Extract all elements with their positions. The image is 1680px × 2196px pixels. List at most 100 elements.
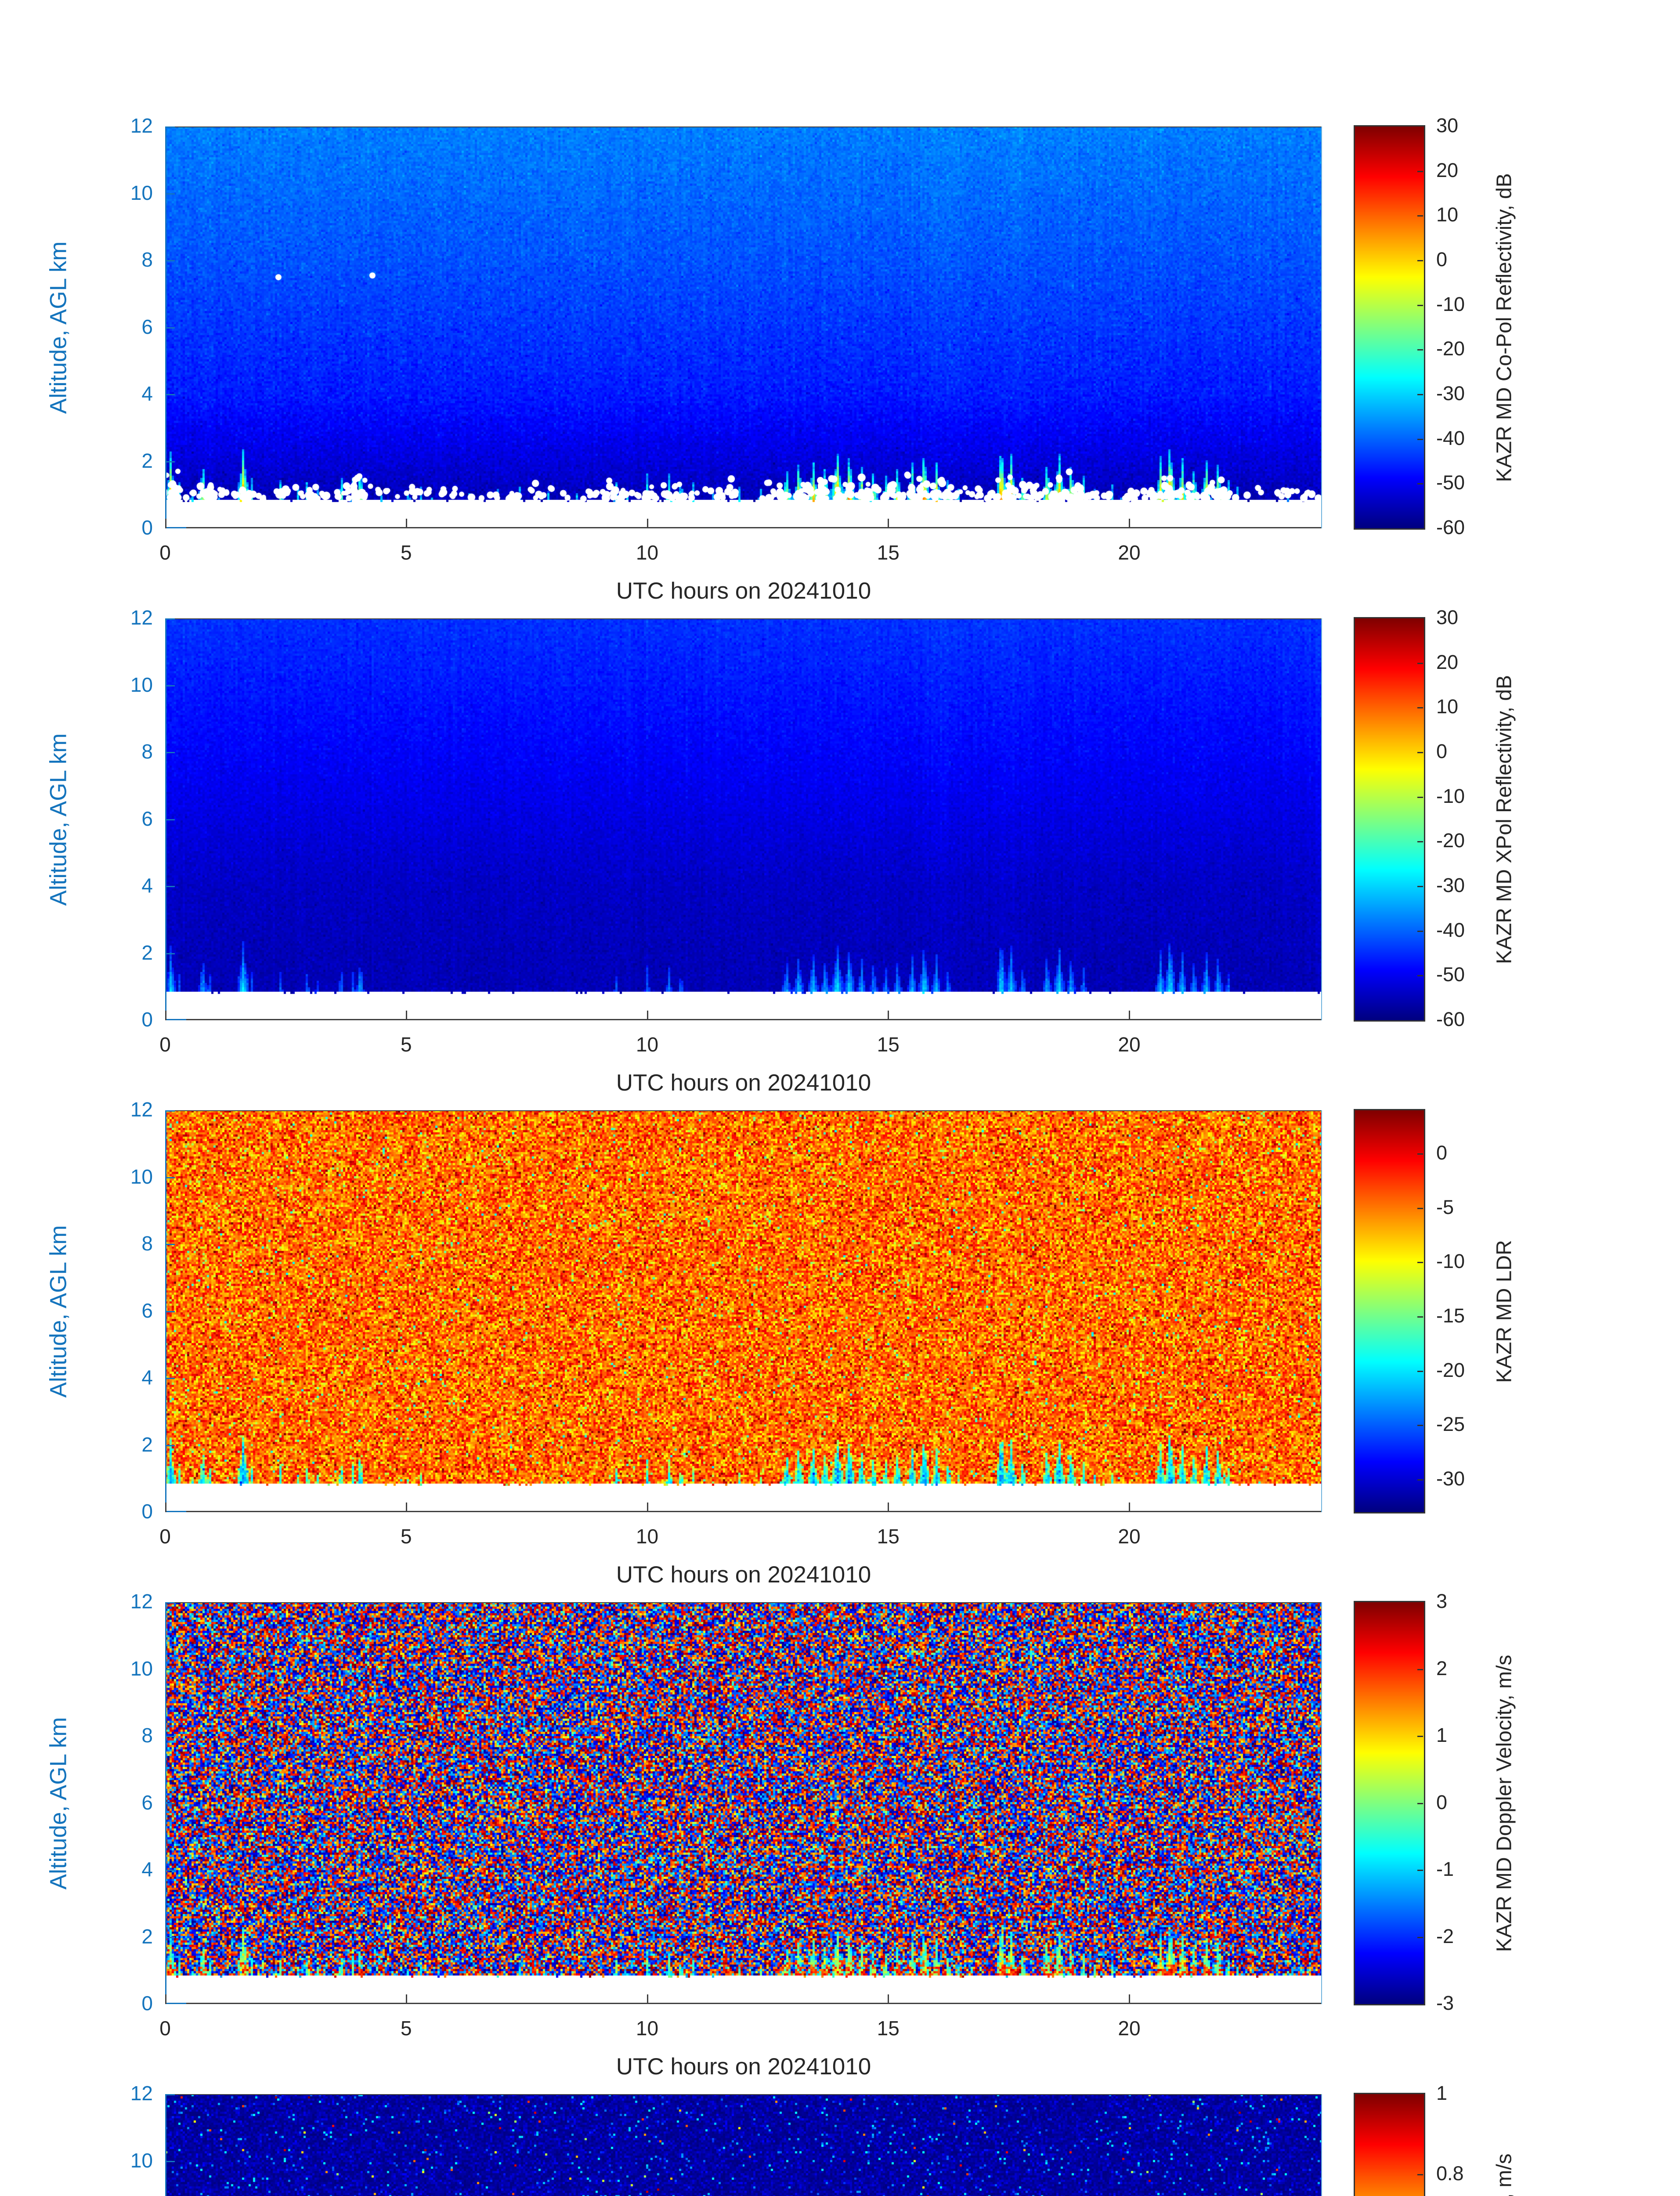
colorbar-tickmark xyxy=(1417,1316,1423,1318)
y-tick-label: 8 xyxy=(141,248,153,271)
colorbar-tickmark xyxy=(1417,394,1423,395)
colorbar-label-velocity: KAZR MD Doppler Velocity, m/s xyxy=(1492,1654,1516,1952)
x-tickmark xyxy=(165,1503,166,1512)
plot-right-spine xyxy=(1321,2094,1322,2196)
plot-top-spine xyxy=(165,618,1322,619)
y-tick-label: 6 xyxy=(141,1299,153,1322)
x-tickmark xyxy=(1129,519,1130,528)
y-tick-label: 4 xyxy=(141,1858,153,1881)
colorbar-tick-label: -2 xyxy=(1436,1925,1454,1947)
plot-right-spine xyxy=(1321,618,1322,1020)
plot-top-spine xyxy=(165,2094,1322,2095)
y-tickmark xyxy=(165,327,175,329)
x-tick-label: 20 xyxy=(1118,1525,1141,1548)
y-tick-label: 2 xyxy=(141,449,153,472)
x-tick-label: 20 xyxy=(1118,541,1141,564)
plot-area-velocity xyxy=(165,1602,1322,2004)
plot-right-spine xyxy=(1321,1110,1322,1512)
plot-right-spine xyxy=(1321,126,1322,528)
y-tickmark xyxy=(165,1870,175,1871)
y-tickmark xyxy=(165,1936,175,1938)
x-tick-label: 10 xyxy=(636,541,659,564)
x-tick-label: 10 xyxy=(636,1033,659,1056)
colorbar-tick-label: 0 xyxy=(1436,740,1448,763)
y-tick-label: 6 xyxy=(141,1791,153,1814)
x-tickmark xyxy=(165,1994,166,2004)
plot-area-xpol xyxy=(165,618,1322,1020)
axis-corner-segment xyxy=(165,2003,186,2004)
colorbar-tickmark xyxy=(1417,1262,1423,1264)
heatmap-canvas-specwidth xyxy=(165,2094,1322,2196)
colorbar-tickmark xyxy=(1417,215,1423,217)
colorbar-tick-label: -60 xyxy=(1436,1008,1465,1031)
y-tickmark xyxy=(165,1511,175,1512)
colorbar-tick-label: -20 xyxy=(1436,337,1465,360)
colorbar-tickmark xyxy=(1417,752,1423,753)
x-tick-label: 10 xyxy=(636,2017,659,2040)
colorbar-tickmark xyxy=(1417,886,1423,887)
x-axis-label: UTC hours on 20241010 xyxy=(616,2054,871,2080)
axis-corner-segment xyxy=(165,1019,186,1020)
colorbar-tickmark xyxy=(1417,1425,1423,1427)
y-tick-label: 4 xyxy=(141,1366,153,1389)
y-tick-label: 0 xyxy=(141,1500,153,1523)
colorbar-tickmark xyxy=(1417,796,1423,798)
colorbar-tickmark xyxy=(1417,2174,1423,2175)
x-tick-label: 10 xyxy=(636,1525,659,1548)
y-tick-label: 2 xyxy=(141,1925,153,1948)
x-tick-label: 20 xyxy=(1118,1033,1141,1056)
colorbar-tick-label: -30 xyxy=(1436,1467,1465,1490)
y-tickmark xyxy=(165,2003,175,2004)
x-tick-label: 5 xyxy=(400,1033,412,1056)
x-tickmark xyxy=(888,1011,889,1020)
y-tickmark xyxy=(165,1736,175,1737)
plot-left-spine xyxy=(165,2094,166,2196)
x-axis-label: UTC hours on 20241010 xyxy=(616,1562,871,1588)
y-tick-label: 12 xyxy=(130,1590,153,1613)
y-tick-label: 6 xyxy=(141,315,153,338)
colorbar-canvas-velocity xyxy=(1355,1602,1424,2004)
colorbar-canvas-copol xyxy=(1355,126,1424,528)
x-tickmark xyxy=(888,519,889,528)
plot-top-spine xyxy=(165,126,1322,127)
y-tick-label: 10 xyxy=(130,1165,153,1188)
colorbar-tickmark xyxy=(1417,1207,1423,1209)
colorbar-tick-label: -10 xyxy=(1436,1250,1465,1273)
colorbar-tickmark xyxy=(1417,662,1423,664)
y-tickmark xyxy=(165,886,175,887)
plot-area-copol xyxy=(165,126,1322,528)
colorbar-tick-label: -20 xyxy=(1436,829,1465,852)
x-tick-label: 15 xyxy=(877,2017,900,2040)
colorbar-tick-label: 20 xyxy=(1436,159,1459,181)
y-tickmark xyxy=(165,126,175,128)
y-tickmark xyxy=(165,1602,175,1604)
colorbar-frame-ldr xyxy=(1354,1109,1425,1513)
x-tickmark xyxy=(647,1503,648,1512)
colorbar-tick-label: 0.8 xyxy=(1436,2162,1464,2185)
colorbar-frame-copol xyxy=(1354,125,1425,530)
x-tickmark xyxy=(405,1011,407,1020)
heatmap-canvas-ldr xyxy=(165,1110,1322,1512)
x-tickmark xyxy=(165,519,166,528)
x-tick-label: 0 xyxy=(159,541,171,564)
x-tick-label: 0 xyxy=(159,2017,171,2040)
colorbar-tick-label: -5 xyxy=(1436,1196,1454,1218)
x-tickmark xyxy=(1129,1011,1130,1020)
heatmap-canvas-copol xyxy=(165,126,1322,528)
heatmap-canvas-xpol xyxy=(165,618,1322,1020)
x-tick-label: 5 xyxy=(400,541,412,564)
y-tick-label: 12 xyxy=(130,114,153,137)
colorbar-tickmark xyxy=(1417,707,1423,709)
colorbar-tickmark xyxy=(1417,975,1423,977)
colorbar-label-copol: KAZR MD Co-Pol Reflectivity, dB xyxy=(1492,173,1516,482)
x-tick-label: 5 xyxy=(400,1525,412,1548)
colorbar-tick-label: -15 xyxy=(1436,1304,1465,1327)
y-tickmark xyxy=(165,1177,175,1178)
y-tick-label: 12 xyxy=(130,606,153,629)
x-tickmark xyxy=(165,1011,166,1020)
colorbar-canvas-xpol xyxy=(1355,618,1424,1020)
y-tickmark xyxy=(165,1669,175,1670)
colorbar-tick-label: 1 xyxy=(1436,2082,1448,2105)
colorbar-tick-label: 10 xyxy=(1436,203,1459,226)
